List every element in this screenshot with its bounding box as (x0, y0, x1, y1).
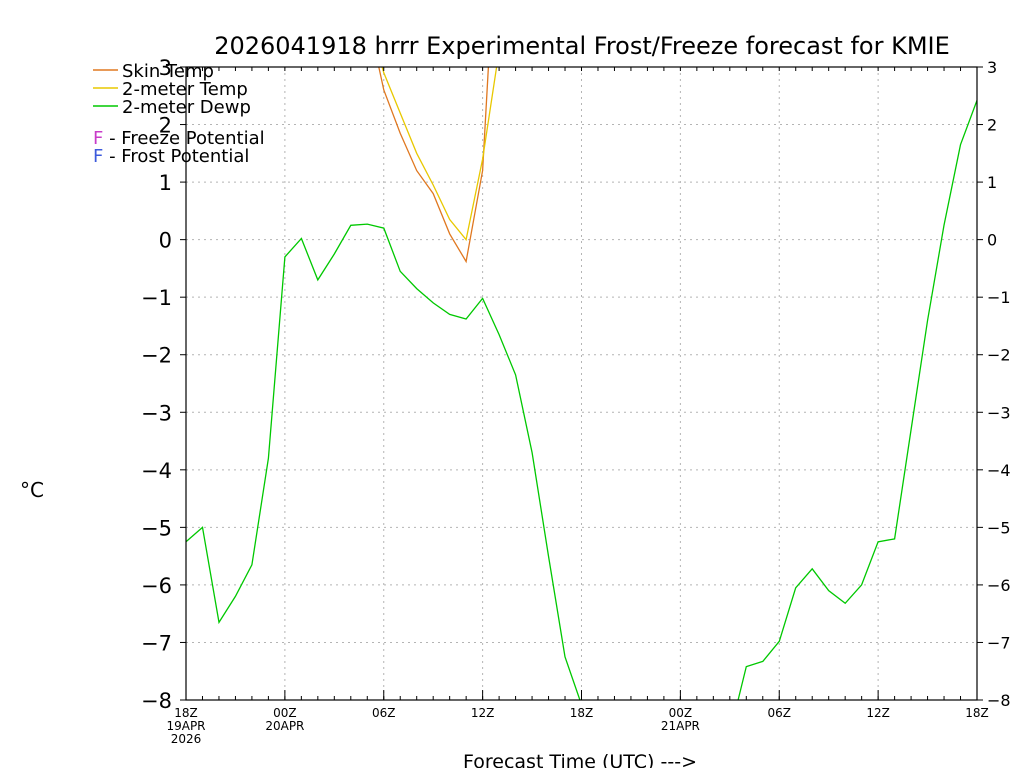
x-tick-label: 12Z (866, 706, 890, 720)
potential-letter: F (93, 128, 103, 149)
potential-letter: F (93, 146, 103, 167)
potential-legend-label: F - Frost Potential (93, 146, 249, 167)
y-tick-label-left: −3 (141, 401, 172, 425)
y-tick-label-right: 1 (987, 173, 997, 192)
y-tick-label-left: −2 (141, 344, 172, 368)
y-tick-label-right: 0 (987, 231, 997, 250)
y-tick-label-left: −6 (141, 574, 172, 598)
y-tick-label-right: −1 (987, 288, 1011, 307)
x-tick-label: 18Z (174, 706, 198, 720)
y-tick-label-left: 2 (159, 114, 172, 138)
y-tick-label-left: 3 (159, 56, 172, 80)
y-tick-label-right: −7 (987, 633, 1011, 652)
y-tick-label-left: 1 (159, 171, 172, 195)
series-line-2 (186, 223, 581, 700)
legend-label: 2-meter Dewp (122, 97, 251, 118)
x-tick-label: 00Z (273, 706, 297, 720)
x-tick-label: 19APR (166, 719, 205, 733)
x-tick-label: 2026 (171, 732, 202, 746)
y-tick-label-right: −5 (987, 518, 1011, 537)
x-tick-label: 21APR (661, 719, 700, 733)
y-tick-label-right: −6 (987, 576, 1011, 595)
y-tick-label-right: −3 (987, 403, 1011, 422)
x-tick-label: 18Z (965, 706, 989, 720)
y-tick-label-left: −5 (141, 516, 172, 540)
y-tick-label-right: 3 (987, 58, 997, 77)
x-tick-label: 06Z (768, 706, 792, 720)
x-axis-label: Forecast Time (UTC) ---> (463, 751, 697, 768)
chart-title: 2026041918 hrrr Experimental Frost/Freez… (214, 32, 950, 60)
y-axis-label: °C (20, 478, 44, 502)
series-line-3 (737, 100, 977, 700)
x-tick-label: 06Z (372, 706, 396, 720)
y-tick-label-left: −7 (141, 631, 172, 655)
y-tick-label-left: −4 (141, 459, 172, 483)
y-tick-label-left: −8 (141, 689, 172, 713)
y-tick-label-right: −4 (987, 461, 1011, 480)
x-tick-label: 18Z (570, 706, 594, 720)
y-tick-label-left: 0 (159, 229, 172, 253)
data-series (186, 67, 977, 700)
y-tick-label-right: 2 (987, 116, 997, 135)
legend-label: Skin Temp (122, 61, 214, 82)
legend-label: 2-meter Temp (122, 79, 248, 100)
series-line-1 (381, 67, 498, 242)
y-tick-label-right: −8 (987, 691, 1011, 710)
potential-text: - Freeze Potential (103, 128, 264, 149)
potential-text: - Frost Potential (103, 146, 249, 167)
x-tick-label: 20APR (265, 719, 304, 733)
y-tick-label-left: −1 (141, 286, 172, 310)
series-line-0 (378, 67, 490, 264)
y-axis: −8 −8 −7 −7 −6 −6 −5 −5 −4 −4 −3 −3 −2 −2 −1 −1 0 0 1 1 2 2 3 3 (141, 56, 1011, 713)
x-tick-label: 12Z (471, 706, 495, 720)
y-tick-label-right: −2 (987, 346, 1011, 365)
x-tick-label: 00Z (669, 706, 693, 720)
potential-legend-label: F - Freeze Potential (93, 128, 265, 149)
